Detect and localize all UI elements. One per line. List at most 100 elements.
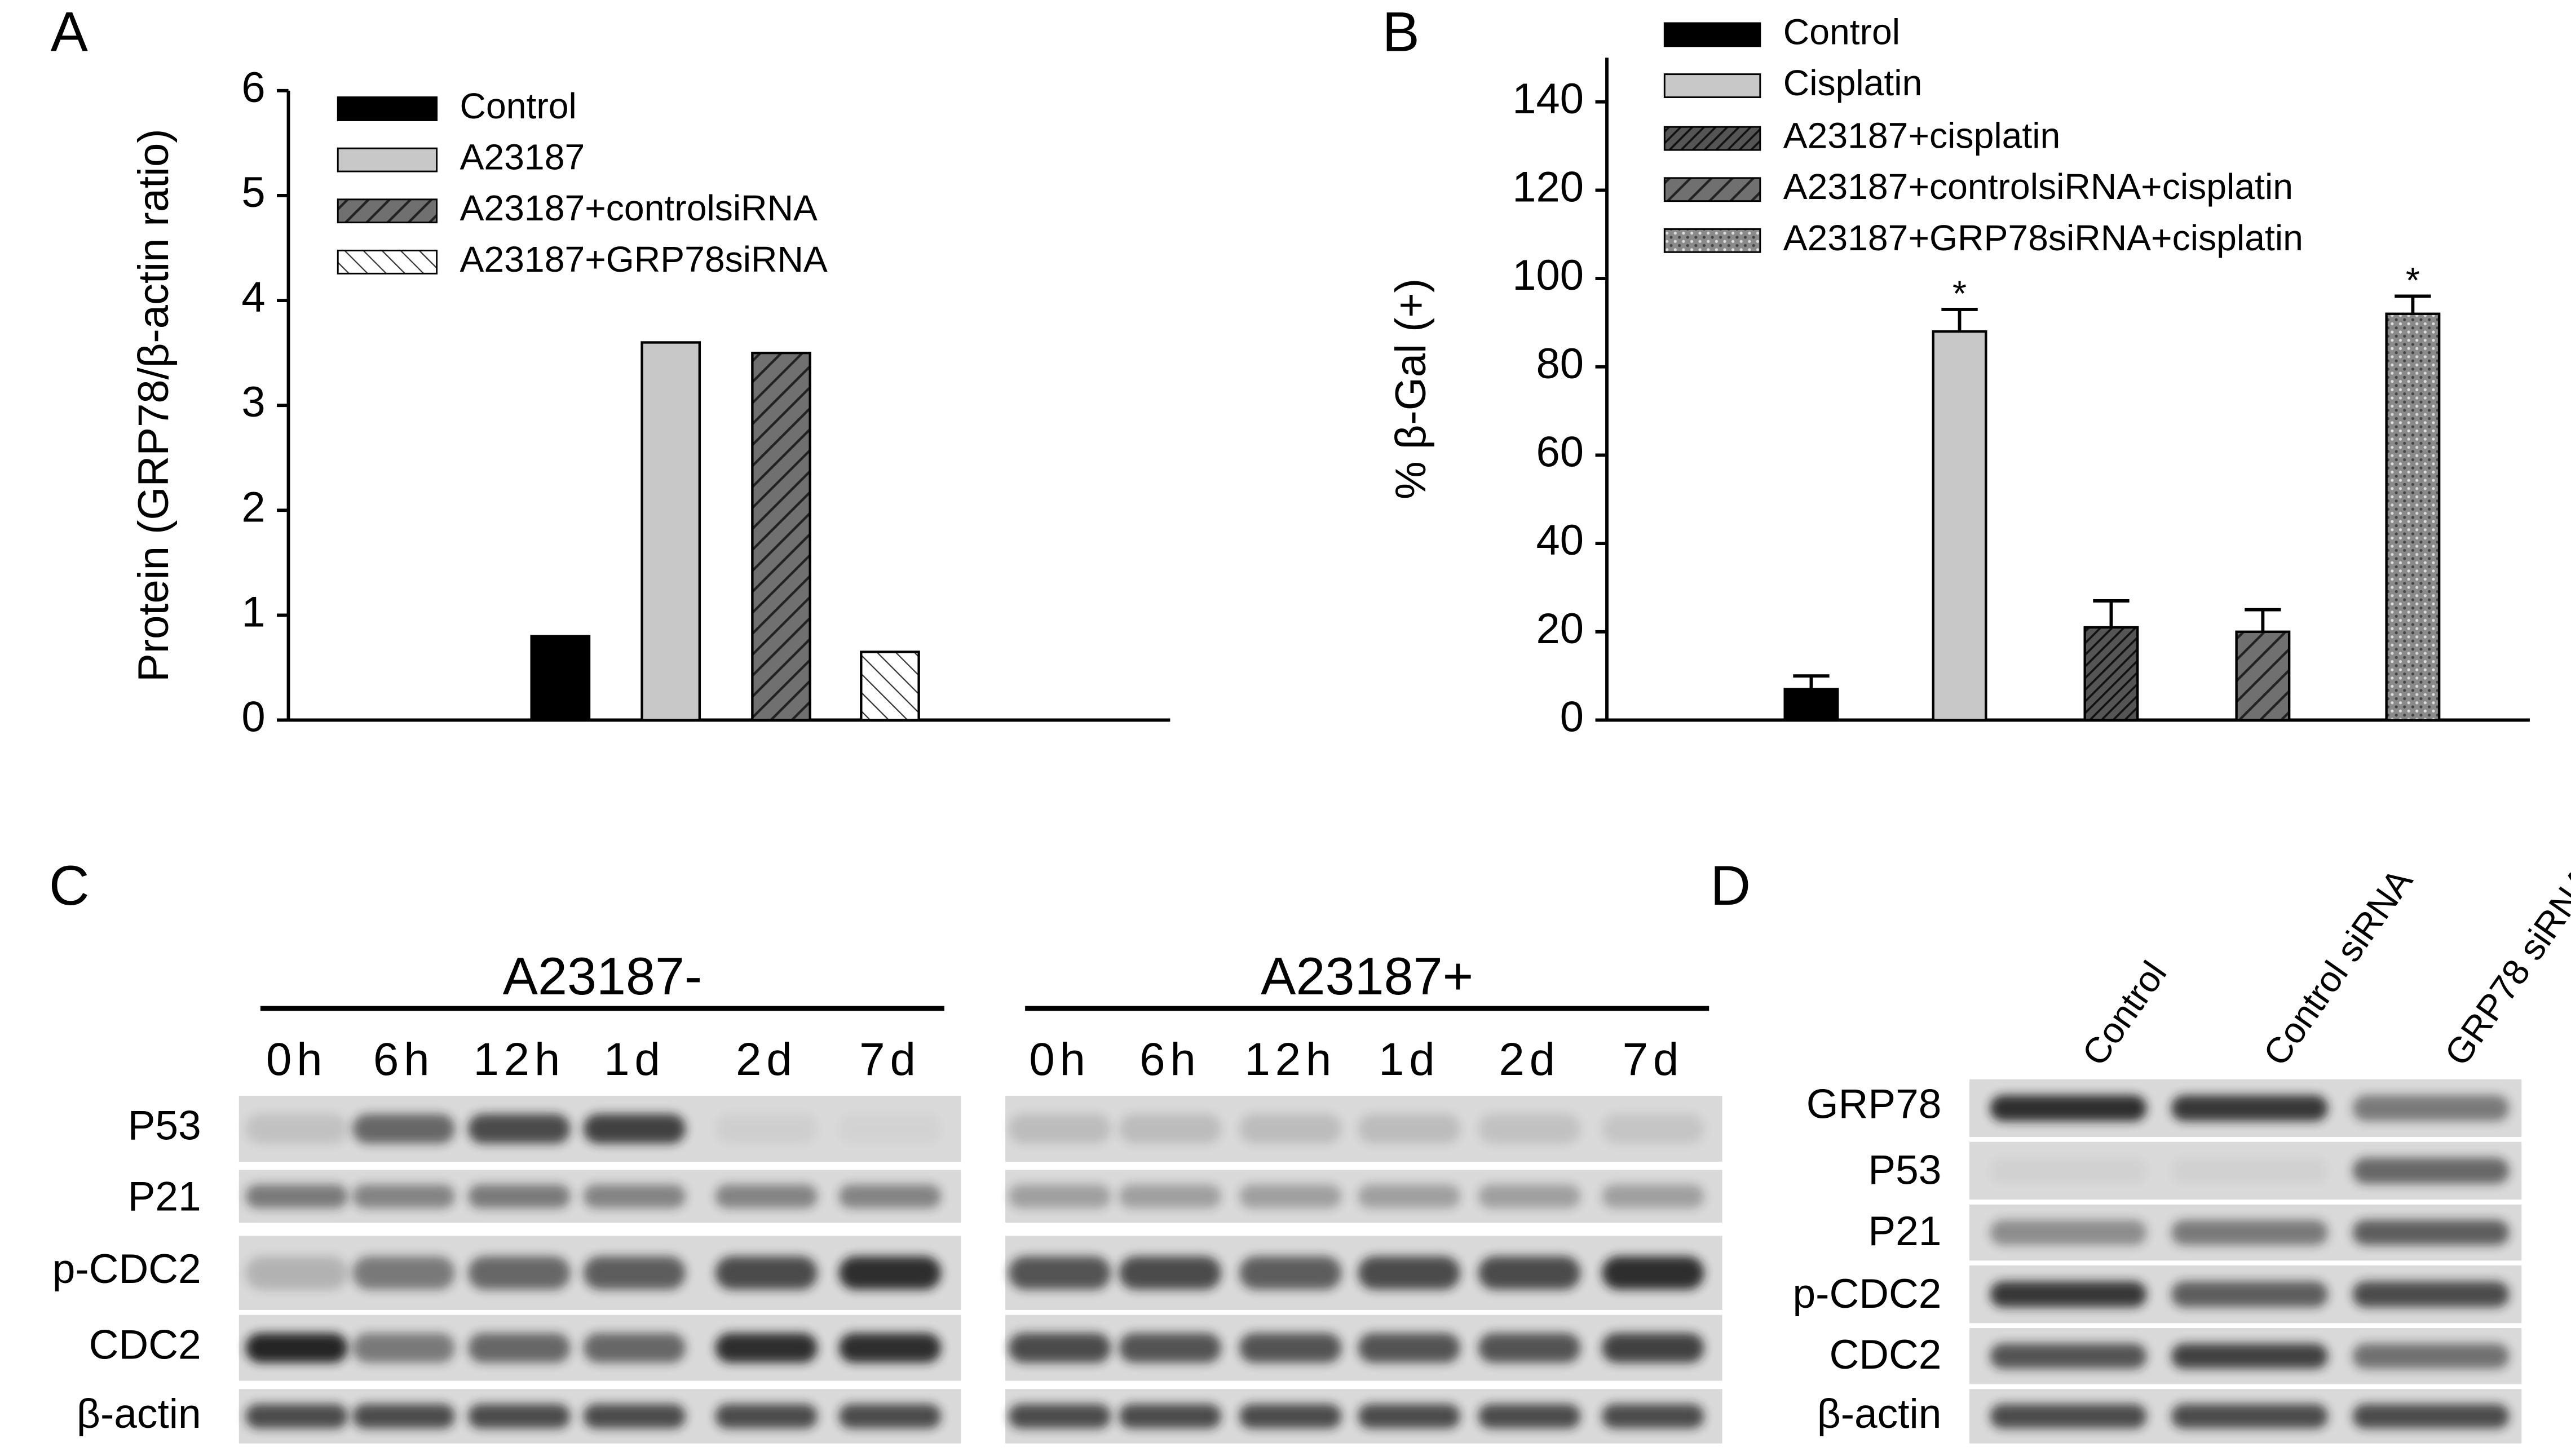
lane-label: 2d bbox=[736, 1034, 797, 1085]
lane-label: Control siRNA bbox=[2255, 861, 2420, 1073]
blot-band bbox=[1478, 1333, 1581, 1363]
row-label: CDC2 bbox=[1829, 1332, 1941, 1378]
blot-band bbox=[1478, 1114, 1581, 1144]
blot-band bbox=[2352, 1404, 2510, 1429]
blot-strip bbox=[1969, 1389, 2522, 1444]
legend-label: Control bbox=[1783, 11, 1900, 52]
y-tick-label: 80 bbox=[1536, 340, 1584, 388]
legend-swatch bbox=[1663, 126, 1761, 151]
blot-strip bbox=[1005, 1170, 1722, 1223]
blot-band bbox=[2352, 1095, 2510, 1121]
blot-band bbox=[715, 1333, 818, 1363]
row-label: GRP78 bbox=[1806, 1082, 1942, 1127]
panel-label: A bbox=[51, 1, 89, 64]
blot-band bbox=[245, 1404, 348, 1429]
blot-band bbox=[1239, 1184, 1342, 1209]
row-label: p-CDC2 bbox=[52, 1246, 201, 1292]
annotation: * bbox=[1952, 273, 1967, 314]
blot-band bbox=[352, 1333, 455, 1363]
blot-band bbox=[352, 1256, 455, 1290]
y-tick-label: 120 bbox=[1512, 163, 1584, 211]
blot-strip bbox=[1005, 1095, 1722, 1162]
blot-band bbox=[1602, 1333, 1704, 1363]
blot-band bbox=[715, 1256, 818, 1290]
blot-band bbox=[1990, 1220, 2147, 1245]
legend-swatch bbox=[1663, 73, 1761, 99]
blot-band bbox=[715, 1404, 818, 1429]
lane-label: 7d bbox=[1623, 1034, 1684, 1085]
blot-band bbox=[1478, 1256, 1581, 1290]
blot-strip bbox=[238, 1095, 961, 1162]
y-tick-label: 0 bbox=[241, 693, 265, 741]
panel-label: D bbox=[1710, 855, 1751, 917]
legend-label: A23187+GRP78siRNA+cisplatin bbox=[1783, 218, 2303, 258]
blot-strip bbox=[238, 1315, 961, 1381]
blot-band bbox=[2352, 1343, 2510, 1369]
blot-strip bbox=[1005, 1389, 1722, 1444]
blot-band bbox=[1990, 1404, 2147, 1429]
blot-band bbox=[2171, 1404, 2328, 1429]
bar bbox=[2235, 630, 2291, 722]
y-tick-label: 100 bbox=[1512, 251, 1584, 299]
legend-label: A23187+controlsiRNA+cisplatin bbox=[1783, 166, 2293, 207]
y-tick-label: 140 bbox=[1512, 75, 1584, 123]
blot-band bbox=[468, 1184, 571, 1209]
lane-label: 6h bbox=[1139, 1034, 1201, 1085]
blot-band bbox=[838, 1333, 942, 1363]
blot-band bbox=[1119, 1114, 1221, 1144]
panel-label: C bbox=[49, 855, 90, 917]
lane-label: 12h bbox=[473, 1034, 565, 1085]
legend-label: A23187+cisplatin bbox=[1783, 116, 2061, 156]
blot-strip bbox=[1969, 1265, 2522, 1324]
blot-band bbox=[1119, 1184, 1221, 1209]
row-label: β-actin bbox=[77, 1391, 201, 1437]
blot-band bbox=[1602, 1114, 1704, 1144]
y-tick-label: 2 bbox=[241, 483, 265, 531]
blot-strip bbox=[238, 1170, 961, 1223]
group-label: A23187+ bbox=[1261, 946, 1473, 1006]
blot-band bbox=[2171, 1220, 2328, 1245]
blot-band bbox=[1358, 1184, 1460, 1209]
blot-band bbox=[1239, 1114, 1342, 1144]
blot-band bbox=[1478, 1404, 1581, 1429]
blot-band bbox=[468, 1114, 571, 1144]
lane-label: 6h bbox=[373, 1034, 435, 1085]
blot-band bbox=[839, 1114, 941, 1144]
blot-band bbox=[1239, 1333, 1342, 1363]
blot-strip bbox=[1969, 1204, 2522, 1261]
lane-label: 1d bbox=[1379, 1034, 1440, 1085]
blot-band bbox=[1008, 1333, 1111, 1363]
panel-label: B bbox=[1382, 1, 1419, 64]
blot-band bbox=[245, 1184, 348, 1209]
blot-band bbox=[468, 1333, 571, 1363]
blot-band bbox=[352, 1114, 455, 1144]
y-tick-label: 20 bbox=[1536, 605, 1584, 653]
y-tick-label: 0 bbox=[1560, 693, 1584, 741]
blot-band bbox=[583, 1256, 686, 1290]
blot-band bbox=[1008, 1114, 1111, 1144]
bar bbox=[640, 341, 701, 722]
blot-band bbox=[2171, 1281, 2328, 1308]
lane-label: 2d bbox=[1499, 1034, 1560, 1085]
blot-band bbox=[1008, 1404, 1111, 1429]
row-label: CDC2 bbox=[89, 1322, 201, 1368]
blot-strip bbox=[1969, 1079, 2522, 1138]
legend-swatch bbox=[1663, 228, 1761, 253]
blot-band bbox=[583, 1404, 686, 1429]
legend-label: Control bbox=[460, 86, 577, 126]
error-bar bbox=[1941, 307, 1978, 332]
bar bbox=[530, 635, 591, 722]
bar bbox=[1932, 330, 1987, 722]
annotation: * bbox=[2406, 260, 2420, 300]
legend-swatch bbox=[337, 96, 438, 121]
error-bar bbox=[1793, 674, 1830, 689]
blot-band bbox=[1008, 1256, 1111, 1290]
blot-band bbox=[583, 1184, 686, 1209]
y-tick-label: 40 bbox=[1536, 516, 1584, 564]
y-tick-label: 3 bbox=[241, 378, 265, 426]
lane-label: Control bbox=[2074, 954, 2175, 1073]
blot-band bbox=[2171, 1343, 2328, 1369]
bar bbox=[860, 650, 920, 722]
blot-band bbox=[1358, 1333, 1460, 1363]
blot-band bbox=[1990, 1343, 2147, 1369]
